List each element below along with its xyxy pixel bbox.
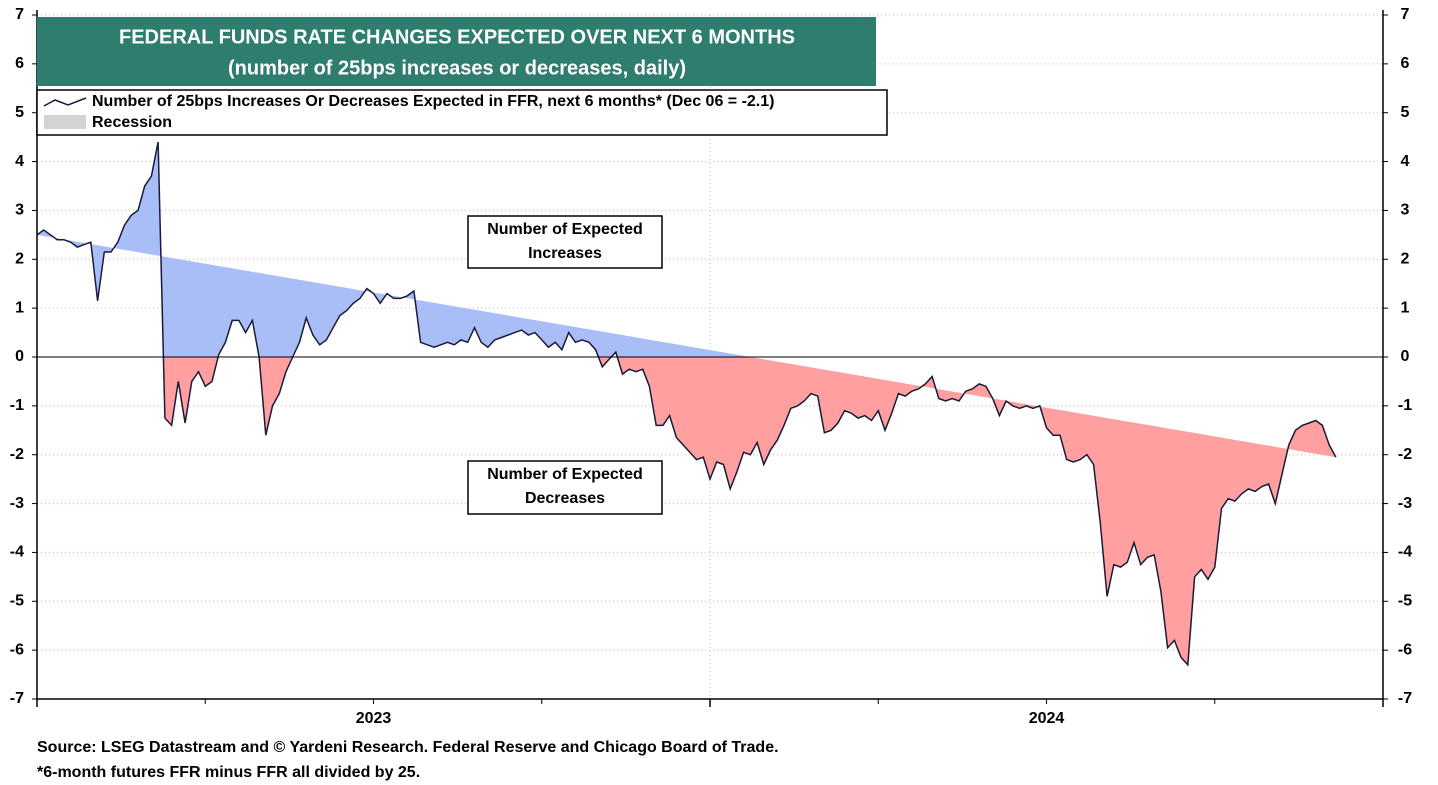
y-tick-label: 0: [1401, 348, 1410, 365]
y-tick-label: 4: [1401, 153, 1410, 170]
chart-subtitle: (number of 25bps increases or decreases,…: [228, 57, 686, 79]
y-tick-label: -3: [1398, 495, 1412, 512]
y-tick-label: 1: [15, 299, 24, 316]
annotation: Number of Expected: [487, 466, 643, 483]
annotation-box: [467, 215, 663, 269]
y-tick-label: 3: [15, 202, 24, 219]
y-tick-label: 5: [1401, 104, 1410, 121]
y-tick-label: 2: [1401, 251, 1410, 268]
title-box: [37, 17, 876, 86]
legend-swatch: [43, 97, 87, 107]
source-note: *6-month futures FFR minus FFR all divid…: [37, 764, 420, 781]
y-tick-label: 4: [15, 153, 24, 170]
legend-box: [36, 89, 888, 136]
annotation-box: [467, 460, 663, 515]
y-tick-label: -1: [10, 397, 24, 414]
legend-label: Number of 25bps Increases Or Decreases E…: [92, 93, 774, 110]
y-tick-label: -2: [10, 446, 24, 463]
y-tick-label: 6: [1401, 55, 1410, 72]
y-tick-label: 2: [15, 251, 24, 268]
y-tick-label: -7: [10, 690, 24, 707]
y-tick-label: 6: [15, 55, 24, 72]
legend-recession-swatch: [44, 115, 86, 129]
y-tick-label: -2: [1398, 446, 1412, 463]
y-tick-label: 7: [1401, 6, 1410, 23]
y-tick-label: 3: [1401, 202, 1410, 219]
y-tick-label: 0: [15, 348, 24, 365]
y-tick-label: -1: [1398, 397, 1412, 414]
area-negative: [163, 357, 1336, 665]
y-tick-label: -3: [10, 495, 24, 512]
chart-title: FEDERAL FUNDS RATE CHANGES EXPECTED OVER…: [119, 26, 795, 48]
y-tick-label: -5: [10, 593, 24, 610]
y-tick-label: -5: [1398, 593, 1412, 610]
y-tick-label: -6: [10, 641, 24, 658]
line: [36, 141, 1337, 667]
legend-recession-label: Recession: [92, 114, 172, 131]
y-tick-label: -6: [1398, 641, 1412, 658]
source-note: Source: LSEG Datastream and © Yardeni Re…: [37, 739, 779, 756]
y-tick-label: -4: [1398, 544, 1412, 561]
y-tick-label: 1: [1401, 299, 1410, 316]
annotation: Number of Expected: [487, 221, 643, 238]
y-tick-label: -4: [10, 544, 24, 561]
x-tick-label: 2024: [1029, 710, 1065, 727]
y-tick-label: 5: [15, 104, 24, 121]
x-tick-label: 2023: [356, 710, 392, 727]
annotation: Increases: [528, 245, 602, 262]
y-tick-label: 7: [15, 6, 24, 23]
annotation: Decreases: [525, 490, 605, 507]
area-positive: [37, 142, 751, 357]
y-tick-label: -7: [1398, 690, 1412, 707]
